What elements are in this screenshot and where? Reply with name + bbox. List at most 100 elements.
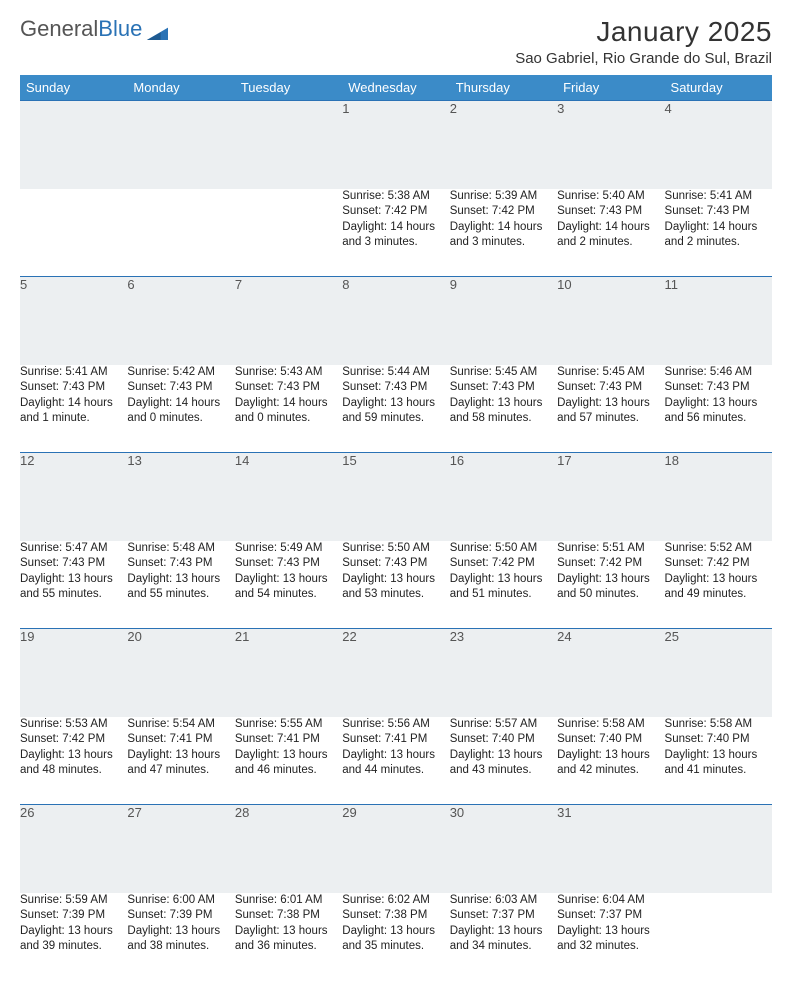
day-number-row: 567891011	[20, 277, 772, 365]
day-content-cell: Sunrise: 5:39 AMSunset: 7:42 PMDaylight:…	[450, 189, 557, 277]
daylight-text: Daylight: 14 hours and 3 minutes.	[450, 220, 557, 251]
sunset-text: Sunset: 7:43 PM	[665, 380, 772, 396]
sunset-text: Sunset: 7:42 PM	[20, 732, 127, 748]
day-content-row: Sunrise: 5:53 AMSunset: 7:42 PM Daylight:…	[20, 717, 772, 805]
day-content-cell: Sunrise: 5:44 AMSunset: 7:43 PMDaylight:…	[342, 365, 449, 453]
sunrise-text: Sunrise: 5:49 AM	[235, 541, 342, 557]
daylight-text: Daylight: 13 hours and 55 minutes.	[20, 572, 127, 603]
day-number-cell: 12	[20, 453, 127, 541]
day-content-cell: Sunrise: 5:45 AMSunset: 7:43 PMDaylight:…	[450, 365, 557, 453]
sunrise-text: Sunrise: 5:54 AM	[127, 717, 234, 733]
sunset-text: Sunset: 7:39 PM	[20, 908, 127, 924]
day-content-cell: Sunrise: 6:00 AMSunset: 7:39 PMDaylight:…	[127, 893, 234, 981]
sunset-text: Sunset: 7:43 PM	[557, 204, 664, 220]
sunrise-text: Sunrise: 5:47 AM	[20, 541, 127, 557]
day-content-cell: Sunrise: 5:50 AMSunset: 7:42 PMDaylight:…	[450, 541, 557, 629]
day-content-row: Sunrise: 5:47 AMSunset: 7:43 PMDaylight:…	[20, 541, 772, 629]
daylight-text: Daylight: 13 hours and 36 minutes.	[235, 924, 342, 955]
brand-triangle-icon	[146, 20, 168, 38]
day-content-cell	[235, 189, 342, 277]
day-number-cell: 27	[127, 805, 234, 893]
day-number-cell: 9	[450, 277, 557, 365]
day-content-cell: Sunrise: 5:43 AMSunset: 7:43 PMDaylight:…	[235, 365, 342, 453]
sunset-text: Sunset: 7:40 PM	[665, 732, 772, 748]
day-number-cell: 20	[127, 629, 234, 717]
day-number-cell: 2	[450, 101, 557, 189]
day-number-row: 19202122232425	[20, 629, 772, 717]
day-number-cell: 30	[450, 805, 557, 893]
day-content-cell: Sunrise: 5:48 AMSunset: 7:43 PMDaylight:…	[127, 541, 234, 629]
sunrise-text: Sunrise: 5:53 AM	[20, 717, 127, 733]
daylight-text: Daylight: 13 hours and 35 minutes.	[342, 924, 449, 955]
daylight-text: Daylight: 13 hours and 58 minutes.	[450, 396, 557, 427]
calendar-table: Sunday Monday Tuesday Wednesday Thursday…	[20, 75, 772, 981]
daylight-text: Daylight: 13 hours and 55 minutes.	[127, 572, 234, 603]
day-content-cell: Sunrise: 5:59 AMSunset: 7:39 PMDaylight:…	[20, 893, 127, 981]
sunrise-text: Sunrise: 5:48 AM	[127, 541, 234, 557]
daylight-text: Daylight: 14 hours and 1 minute.	[20, 396, 127, 427]
daylight-text: Daylight: 14 hours and 0 minutes.	[127, 396, 234, 427]
day-content-cell: Sunrise: 5:57 AMSunset: 7:40 PMDaylight:…	[450, 717, 557, 805]
daylight-text: Daylight: 13 hours and 34 minutes.	[450, 924, 557, 955]
daylight-text: Daylight: 13 hours and 42 minutes.	[557, 748, 664, 779]
day-number-cell: 14	[235, 453, 342, 541]
day-number-cell: 13	[127, 453, 234, 541]
sunset-text: Sunset: 7:43 PM	[665, 204, 772, 220]
day-content-cell: Sunrise: 5:58 AMSunset: 7:40 PMDaylight:…	[557, 717, 664, 805]
day-number-cell: 4	[665, 101, 772, 189]
sunrise-text: Sunrise: 5:59 AM	[20, 893, 127, 909]
sunset-text: Sunset: 7:43 PM	[20, 556, 127, 572]
month-title: January 2025	[515, 16, 772, 48]
sunrise-text: Sunrise: 6:00 AM	[127, 893, 234, 909]
daylight-text: Daylight: 13 hours and 38 minutes.	[127, 924, 234, 955]
day-content-cell: Sunrise: 5:42 AMSunset: 7:43 PMDaylight:…	[127, 365, 234, 453]
day-number-row: 262728293031	[20, 805, 772, 893]
sunset-text: Sunset: 7:38 PM	[235, 908, 342, 924]
sunset-text: Sunset: 7:40 PM	[450, 732, 557, 748]
day-content-cell: Sunrise: 5:40 AMSunset: 7:43 PMDaylight:…	[557, 189, 664, 277]
daylight-text: Daylight: 14 hours and 2 minutes.	[665, 220, 772, 251]
day-number-cell	[127, 101, 234, 189]
sunrise-text: Sunrise: 5:55 AM	[235, 717, 342, 733]
sunrise-text: Sunrise: 5:45 AM	[450, 365, 557, 381]
sunset-text: Sunset: 7:43 PM	[127, 556, 234, 572]
day-number-cell: 31	[557, 805, 664, 893]
sunrise-text: Sunrise: 5:41 AM	[665, 189, 772, 205]
location-subtitle: Sao Gabriel, Rio Grande do Sul, Brazil	[515, 50, 772, 67]
daylight-text: Daylight: 13 hours and 32 minutes.	[557, 924, 664, 955]
sunset-text: Sunset: 7:43 PM	[20, 380, 127, 396]
day-content-row: Sunrise: 5:41 AMSunset: 7:43 PMDaylight:…	[20, 365, 772, 453]
daylight-text: Daylight: 13 hours and 49 minutes.	[665, 572, 772, 603]
day-number-cell: 16	[450, 453, 557, 541]
sunset-text: Sunset: 7:43 PM	[235, 556, 342, 572]
day-content-cell	[20, 189, 127, 277]
day-number-cell	[665, 805, 772, 893]
sunrise-text: Sunrise: 5:58 AM	[557, 717, 664, 733]
sunrise-text: Sunrise: 6:02 AM	[342, 893, 449, 909]
day-number-cell	[235, 101, 342, 189]
daylight-text: Daylight: 13 hours and 51 minutes.	[450, 572, 557, 603]
day-number-cell: 11	[665, 277, 772, 365]
day-content-cell: Sunrise: 5:54 AMSunset: 7:41 PMDaylight:…	[127, 717, 234, 805]
daylight-text: Daylight: 13 hours and 57 minutes.	[557, 396, 664, 427]
sunset-text: Sunset: 7:42 PM	[342, 204, 449, 220]
sunrise-text: Sunrise: 5:51 AM	[557, 541, 664, 557]
sunset-text: Sunset: 7:43 PM	[450, 380, 557, 396]
sunrise-text: Sunrise: 5:57 AM	[450, 717, 557, 733]
sunset-text: Sunset: 7:41 PM	[127, 732, 234, 748]
daylight-text: Daylight: 13 hours and 54 minutes.	[235, 572, 342, 603]
day-number-cell: 28	[235, 805, 342, 893]
day-header: Wednesday	[342, 75, 449, 101]
day-number-cell: 3	[557, 101, 664, 189]
day-number-cell: 29	[342, 805, 449, 893]
daylight-text: Daylight: 14 hours and 0 minutes.	[235, 396, 342, 427]
brand-part1: General	[20, 16, 98, 42]
sunset-text: Sunset: 7:41 PM	[235, 732, 342, 748]
daylight-text: Daylight: 13 hours and 44 minutes.	[342, 748, 449, 779]
sunset-text: Sunset: 7:43 PM	[127, 380, 234, 396]
sunset-text: Sunset: 7:43 PM	[342, 556, 449, 572]
day-header: Monday	[127, 75, 234, 101]
sunset-text: Sunset: 7:37 PM	[450, 908, 557, 924]
day-number-row: 1234	[20, 101, 772, 189]
brand-part2: Blue	[98, 16, 142, 42]
